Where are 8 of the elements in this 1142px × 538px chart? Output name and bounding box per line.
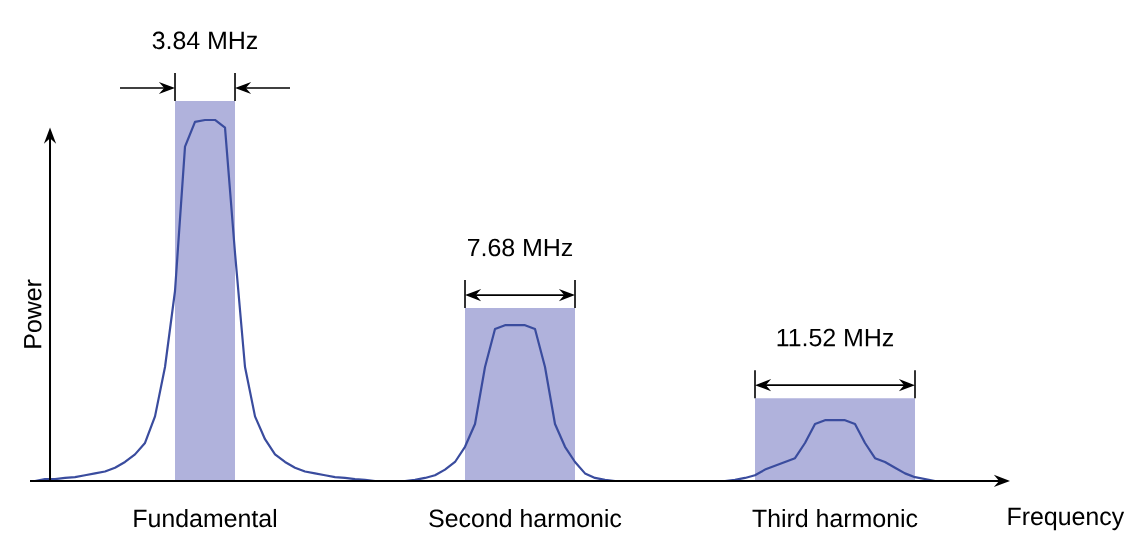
x-axis-title: Frequency xyxy=(1008,507,1125,530)
x-tick-label: Third harmonic xyxy=(752,508,918,528)
text: 3.84 MHz xyxy=(152,31,258,50)
y-axis-title: Power xyxy=(24,279,42,348)
annotation: 11.52 MHz xyxy=(777,328,894,347)
x-tick-label: Second harmonic xyxy=(429,508,622,528)
annotation: 7.68 MHz xyxy=(468,238,573,257)
x-tick-label: Fundamental xyxy=(134,508,277,528)
